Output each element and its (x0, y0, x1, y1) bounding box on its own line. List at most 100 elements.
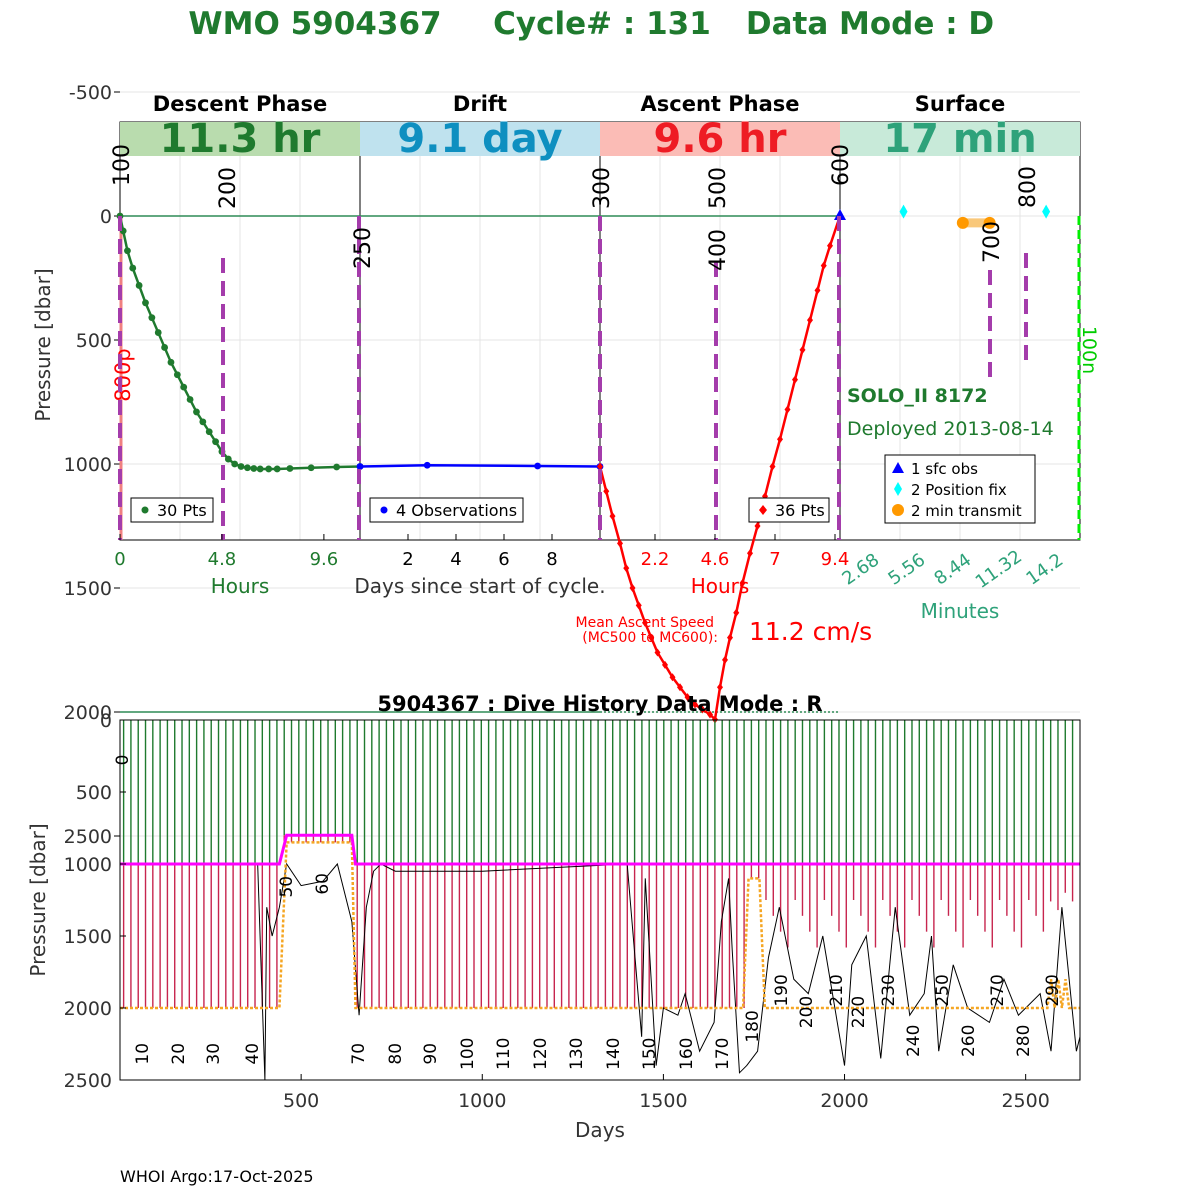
y-tick-label: 500 (76, 330, 112, 352)
surface-legend-box (884, 454, 1036, 524)
x-unit-label: Hours (691, 574, 750, 598)
ascent-point (827, 241, 833, 250)
descent-point (135, 282, 143, 289)
ascent-point (648, 633, 655, 642)
ascent-point (677, 683, 683, 692)
x-tick-label: 2.2 (641, 549, 670, 570)
position-fix-marker (1042, 204, 1051, 219)
dive-history-panel: 5904367 : Dive History Data Mode : R 0 10… (26, 692, 1081, 1142)
y-tick-label: 2000 (64, 702, 112, 724)
ascent-point (820, 261, 827, 270)
x-tick-label: 500 (283, 1090, 319, 1112)
descent-point (224, 455, 232, 463)
y-tick-label: 1000 (64, 854, 112, 876)
descent-point (142, 299, 149, 307)
cycle-label: 30 (204, 1043, 224, 1065)
x-tick-label: 2 (402, 549, 413, 570)
y-tick-label: 0 (100, 710, 112, 732)
cycle-y-label: Pressure [dbar] (31, 268, 55, 421)
cycle-label: 170 (713, 1038, 733, 1070)
ascent-point (707, 710, 713, 719)
cycle-label: 270 (988, 974, 1008, 1006)
x-tick-label: 7 (769, 549, 780, 570)
cycle-y-axis: -500 0 500 1000 1500 2000 2500 (64, 82, 120, 848)
legend-marker (759, 505, 767, 515)
float-name: SOLO_II 8172 (847, 385, 988, 407)
transmit-start-marker (956, 216, 969, 229)
park-pressure-line (120, 833, 1080, 866)
y-tick-label: -500 (69, 82, 112, 104)
ascent-point (629, 584, 636, 592)
ascent-point (717, 683, 723, 692)
descent-point (180, 383, 188, 391)
phase-x-axes: 0 4.8 9.6 Hours 2 4 6 8 Days since start of cycl… (114, 534, 1067, 623)
x-tick-label: 2000 (820, 1090, 868, 1112)
phase-duration: 17 min (883, 116, 1036, 162)
cycle-label: 190 (772, 974, 792, 1006)
ascent-point (692, 700, 698, 709)
phase-banner (600, 122, 840, 156)
legend-label: 2 Position fix (911, 481, 1007, 499)
ascent-point (747, 549, 753, 558)
title-wmo: WMO 5904367 (188, 6, 441, 42)
descent-point (333, 463, 341, 471)
ascent-point (814, 286, 821, 295)
ascent-point (784, 405, 791, 414)
phase-duration: 11.3 hr (160, 116, 321, 162)
cycle-label: 250 (933, 974, 953, 1006)
mc-label: 600 (829, 144, 854, 186)
mc-label: 500 (706, 167, 731, 209)
cycle-label: 60 (313, 873, 333, 895)
phase-name: Surface (915, 92, 1005, 116)
phase-banner (360, 122, 600, 156)
legend-label: 1 sfc obs (911, 460, 978, 478)
cycle-label: 240 (904, 1025, 924, 1057)
y-tick-label: 1500 (64, 926, 112, 948)
profile-series (116, 204, 1051, 724)
cycle-label: 230 (879, 974, 899, 1006)
descent-point (286, 465, 294, 472)
x-tick-label: 9.4 (821, 549, 850, 570)
ascent-point (722, 655, 728, 664)
cycle-label: 290 (1043, 974, 1063, 1006)
ascent-point (684, 693, 691, 702)
phase-duration: 9.1 day (397, 116, 562, 162)
ascent-speed-sublabel: (MC500 to MC600): (582, 630, 718, 646)
legend-marker (892, 504, 904, 516)
y-tick-label: 500 (76, 782, 112, 804)
descent-point (250, 465, 258, 472)
x-tick-label: 4.6 (701, 549, 730, 570)
x-tick-label: 5.56 (884, 549, 929, 589)
dive-plot-frame (119, 719, 1081, 1081)
position-fix-marker (899, 204, 908, 219)
descent-point (231, 460, 239, 468)
cycle-label: 180 (743, 1010, 763, 1042)
cycle-label: 140 (604, 1038, 624, 1070)
ascent-point (642, 618, 648, 627)
mc-label: 100 (110, 144, 135, 186)
legend-box (369, 497, 524, 523)
cycle-label: 70 (349, 1043, 369, 1065)
cycle-label: 120 (531, 1038, 551, 1070)
legend-marker (892, 462, 904, 473)
dive-history-y-label: Pressure [dbar] (26, 823, 50, 976)
y-tick-label: 1000 (64, 454, 112, 476)
legend-marker (141, 506, 149, 514)
cycle-label: 80 (386, 1043, 406, 1065)
ascent-point (792, 375, 798, 384)
figure-title: WMO 5904367 Cycle# : 131 Data Mode : D (188, 6, 994, 42)
descent-point (205, 428, 213, 436)
legend-label: 4 Observations (396, 501, 517, 520)
mc-label: 300 (590, 167, 615, 209)
ascent-point (739, 579, 746, 588)
x-unit-label: Hours (211, 574, 270, 598)
x-tick-label: 1500 (639, 1090, 687, 1112)
legend-label: 30 Pts (157, 501, 207, 520)
x-unit-label: Minutes (921, 599, 1000, 623)
x-tick-label: 8.44 (930, 549, 975, 589)
descent-point (161, 344, 169, 351)
cycle-label: 0 (113, 755, 133, 766)
cycle-label: 260 (959, 1025, 979, 1057)
